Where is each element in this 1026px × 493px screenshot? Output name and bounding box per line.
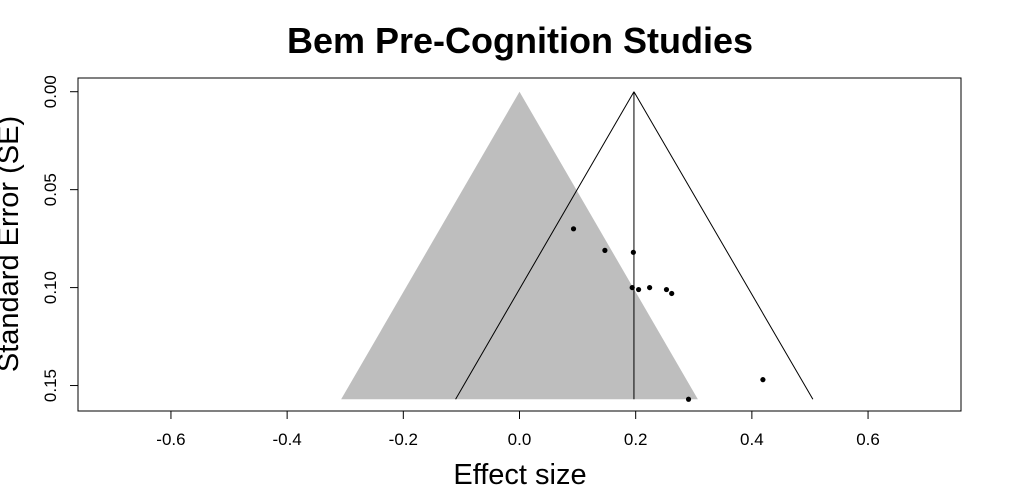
x-tick-label: -0.2 <box>389 430 418 449</box>
funnel-right-line <box>633 91 814 400</box>
y-tick-label: 0.10 <box>41 271 60 304</box>
y-tick-label: 0.05 <box>41 173 60 206</box>
study-point <box>629 284 635 291</box>
study-point <box>760 377 766 383</box>
plot-area <box>341 91 814 402</box>
y-axis-label: Standard Error (SE) <box>0 116 25 372</box>
null-funnel-region <box>341 91 698 400</box>
x-tick-label: -0.6 <box>156 430 185 449</box>
x-tick-label: 0.4 <box>740 430 764 449</box>
study-point <box>635 286 642 293</box>
study-point <box>669 290 675 297</box>
axes: -0.6 -0.4 -0.2 0.0 0.2 0.4 0.6 0.00 0.05 0.10 0.15 <box>41 75 962 449</box>
x-tick-label: 0.0 <box>508 430 532 449</box>
x-tick-label: 0.2 <box>624 430 648 449</box>
x-tick-label: -0.4 <box>272 430 301 449</box>
funnel-left-line <box>455 91 635 400</box>
y-tick-label: 0.15 <box>41 369 60 402</box>
study-point <box>630 249 636 255</box>
x-axis-label: Effect size <box>453 459 586 491</box>
study-point <box>647 284 653 291</box>
x-tick-label: 0.6 <box>856 430 880 449</box>
study-point <box>685 396 692 402</box>
study-point <box>663 286 670 293</box>
study-point <box>570 226 577 232</box>
chart-title: Bem Pre-Cognition Studies <box>287 20 753 61</box>
y-tick-label: 0.00 <box>41 75 60 108</box>
study-point <box>602 247 608 253</box>
